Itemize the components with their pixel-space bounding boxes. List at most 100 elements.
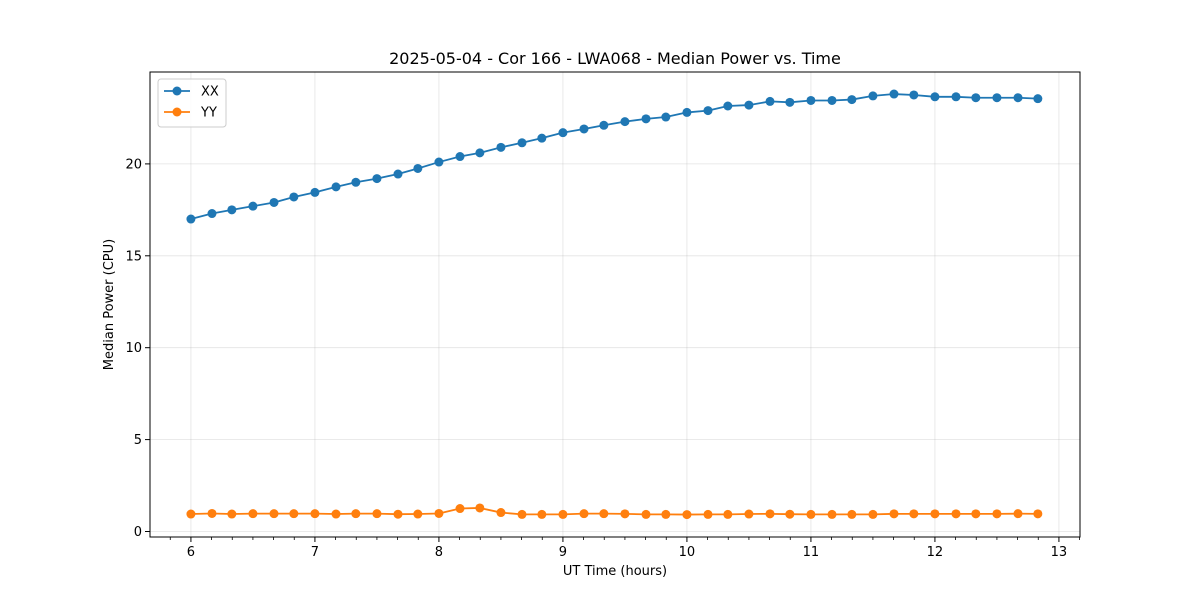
data-point-yy bbox=[806, 509, 816, 519]
data-point-xx bbox=[475, 148, 485, 158]
data-point-yy bbox=[847, 509, 857, 519]
legend-label-xx: XX bbox=[201, 85, 219, 100]
x-tick-label: 12 bbox=[927, 545, 944, 560]
x-tick-label: 6 bbox=[187, 545, 195, 560]
data-point-yy bbox=[765, 509, 775, 519]
y-tick-label: 0 bbox=[134, 525, 142, 540]
x-tick-label: 11 bbox=[803, 545, 820, 560]
data-point-xx bbox=[827, 95, 837, 105]
plot-frame bbox=[149, 71, 1081, 538]
data-point-yy bbox=[351, 509, 361, 519]
x-axis-label: UT Time (hours) bbox=[563, 564, 667, 579]
data-point-xx bbox=[331, 182, 341, 192]
data-point-xx bbox=[889, 89, 899, 99]
data-point-yy bbox=[682, 510, 692, 520]
data-point-xx bbox=[703, 106, 713, 116]
data-point-xx bbox=[909, 90, 919, 100]
x-tick-label: 7 bbox=[311, 545, 319, 560]
data-point-yy bbox=[661, 509, 671, 519]
data-point-xx bbox=[971, 93, 981, 103]
data-point-xx bbox=[537, 133, 547, 143]
data-point-yy bbox=[331, 509, 341, 519]
data-point-yy bbox=[992, 509, 1002, 519]
data-point-xx bbox=[227, 205, 237, 215]
data-point-yy bbox=[579, 509, 589, 519]
y-tick-label: 10 bbox=[125, 341, 142, 356]
series-xx bbox=[186, 89, 1043, 224]
data-point-xx bbox=[744, 100, 754, 110]
y-tick-label: 5 bbox=[134, 433, 142, 448]
data-point-xx bbox=[1013, 93, 1023, 103]
data-point-yy bbox=[475, 503, 485, 513]
data-point-yy bbox=[248, 509, 258, 519]
data-point-xx bbox=[1033, 94, 1043, 104]
legend-marker-xx bbox=[172, 86, 182, 96]
data-point-yy bbox=[744, 509, 754, 519]
data-point-xx bbox=[806, 95, 816, 105]
data-point-yy bbox=[1033, 509, 1043, 519]
data-point-xx bbox=[930, 92, 940, 102]
data-point-xx bbox=[620, 117, 630, 127]
data-point-yy bbox=[434, 508, 444, 518]
legend-item-xx: XX bbox=[164, 85, 219, 100]
data-point-yy bbox=[723, 509, 733, 519]
axes-layer: 6 7 8 9 10 11 12 13 0 5 10 15 20 bbox=[125, 157, 1080, 560]
data-point-xx bbox=[393, 169, 403, 179]
legend-marker-yy bbox=[172, 107, 182, 117]
data-point-yy bbox=[289, 509, 299, 519]
y-tick-label: 15 bbox=[125, 249, 142, 264]
data-point-yy bbox=[207, 508, 217, 518]
data-point-xx bbox=[558, 128, 568, 138]
data-point-xx bbox=[723, 101, 733, 111]
data-point-xx bbox=[847, 95, 857, 105]
data-point-xx bbox=[992, 93, 1002, 103]
data-point-yy bbox=[455, 504, 465, 514]
data-point-yy bbox=[372, 509, 382, 519]
x-tick-label: 13 bbox=[1051, 545, 1068, 560]
data-point-yy bbox=[785, 509, 795, 519]
data-point-yy bbox=[827, 509, 837, 519]
legend: XX YY bbox=[157, 78, 227, 128]
data-point-yy bbox=[703, 509, 713, 519]
data-point-xx bbox=[517, 138, 527, 148]
data-point-yy bbox=[1013, 509, 1023, 519]
data-point-yy bbox=[909, 509, 919, 519]
data-point-xx bbox=[579, 124, 589, 134]
x-tick-label: 10 bbox=[679, 545, 696, 560]
data-point-xx bbox=[641, 114, 651, 124]
y-tick-label: 20 bbox=[125, 157, 142, 172]
data-point-yy bbox=[393, 509, 403, 519]
grid-layer bbox=[150, 72, 1080, 537]
data-point-xx bbox=[682, 107, 692, 117]
data-point-xx bbox=[207, 209, 217, 219]
data-point-yy bbox=[558, 509, 568, 519]
legend-item-yy: YY bbox=[164, 106, 217, 121]
data-point-xx bbox=[248, 201, 258, 211]
data-point-xx bbox=[661, 112, 671, 122]
data-point-yy bbox=[269, 509, 279, 519]
data-point-xx bbox=[310, 187, 320, 197]
data-point-yy bbox=[641, 509, 651, 519]
data-point-yy bbox=[620, 509, 630, 519]
series-layer bbox=[186, 89, 1043, 520]
data-point-yy bbox=[496, 508, 506, 518]
data-point-yy bbox=[537, 509, 547, 519]
data-point-xx bbox=[351, 177, 361, 187]
chart-title: 2025-05-04 - Cor 166 - LWA068 - Median P… bbox=[389, 49, 841, 68]
data-point-yy bbox=[951, 509, 961, 519]
data-point-yy bbox=[971, 509, 981, 519]
legend-label-yy: YY bbox=[200, 106, 217, 121]
data-point-xx bbox=[599, 120, 609, 130]
data-point-yy bbox=[413, 509, 423, 519]
data-point-xx bbox=[951, 92, 961, 102]
data-point-xx bbox=[765, 96, 775, 106]
series-line-xx bbox=[190, 93, 1038, 220]
data-point-yy bbox=[868, 509, 878, 519]
y-axis-label: Median Power (CPU) bbox=[102, 239, 117, 370]
data-point-xx bbox=[413, 163, 423, 173]
data-point-yy bbox=[310, 509, 320, 519]
data-point-xx bbox=[186, 214, 196, 224]
data-point-yy bbox=[186, 509, 196, 519]
